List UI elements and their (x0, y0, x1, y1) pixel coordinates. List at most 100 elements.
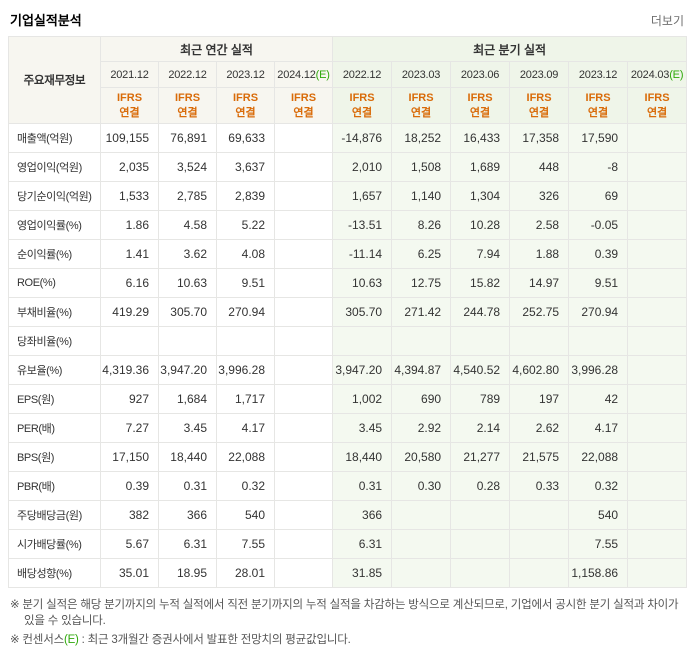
value-cell: 0.31 (332, 471, 393, 501)
estimate-flag: (E) (669, 68, 684, 81)
ifrs-standard-label: IFRS 연결 (627, 87, 688, 124)
value-cell (273, 326, 334, 356)
ifrs-standard-label: IFRS 연결 (568, 87, 629, 124)
value-cell (627, 152, 688, 182)
value-cell: 3,947.20 (158, 355, 217, 385)
value-cell: 2,035 (100, 152, 159, 182)
table-row: 배당성향(%) 35.01 18.95 28.01 31.85 1,158.86 (8, 558, 688, 588)
value-cell: 69 (568, 181, 629, 211)
table-row: ROE(%) 6.16 10.63 9.51 10.63 12.75 15.82 14.97 9… (8, 268, 688, 298)
row-label: 영업이익률(%) (8, 210, 101, 240)
value-cell: 4.17 (216, 413, 275, 443)
ifrs-standard-label: IFRS 연결 (391, 87, 452, 124)
value-cell: 0.30 (391, 471, 452, 501)
value-cell: 3,947.20 (332, 355, 393, 385)
value-cell: 10.63 (158, 268, 217, 298)
value-cell (627, 326, 688, 356)
value-cell: 1,684 (158, 384, 217, 414)
value-cell (450, 558, 511, 588)
table-row: BPS(원) 17,150 18,440 22,088 18,440 20,580 21,2… (8, 442, 688, 472)
table-row: 유보율(%) 4,319.36 3,947.20 3,996.28 3,947.20 4,… (8, 355, 688, 385)
section-header: 기업실적분석 더보기 (8, 8, 686, 36)
table-row: 영업이익률(%) 1.86 4.58 5.22 -13.51 8.26 10.28 2.58-… (8, 210, 688, 240)
value-cell: 3.45 (158, 413, 217, 443)
value-cell: 305.70 (158, 297, 217, 327)
period-header: 2024.03(E) (627, 61, 688, 88)
value-cell (627, 123, 688, 153)
value-cell (568, 326, 629, 356)
value-cell: 17,150 (100, 442, 159, 472)
value-cell (627, 413, 688, 443)
value-cell: 4,394.87 (391, 355, 452, 385)
value-cell: 1,533 (100, 181, 159, 211)
value-cell: 6.16 (100, 268, 159, 298)
value-cell: 305.70 (332, 297, 393, 327)
value-cell (391, 500, 452, 530)
footnote: ※ 분기 실적은 해당 분기까지의 누적 실적에서 직전 분기까지의 누적 실적… (10, 599, 679, 628)
period-header: 2024.12(E) (273, 61, 334, 88)
value-cell: 4.08 (216, 239, 275, 269)
row-label: ROE(%) (8, 268, 101, 298)
value-cell: 326 (509, 181, 570, 211)
table-row: 주당배당금(원) 382 366 540 366 540 (8, 500, 688, 530)
value-cell: 28.01 (216, 558, 275, 588)
value-cell (509, 529, 570, 559)
more-link[interactable]: 더보기 (650, 14, 684, 28)
value-cell: 18,440 (158, 442, 217, 472)
value-cell: 3,996.28 (216, 355, 275, 385)
value-cell: -13.51 (332, 210, 393, 240)
row-label: 유보율(%) (8, 355, 101, 385)
value-cell: 10.63 (332, 268, 393, 298)
value-cell (273, 558, 334, 588)
table-header: 주요재무정보 최근 연간 실적 최근 분기 실적 2021.12 2022.12 2023… (8, 36, 688, 124)
row-label: 당기순이익(억원) (8, 181, 101, 211)
value-cell: 5.67 (100, 529, 159, 559)
value-cell: 18,252 (391, 123, 452, 153)
value-cell: 22,088 (216, 442, 275, 472)
value-cell: 540 (216, 500, 275, 530)
value-cell (450, 326, 511, 356)
value-cell (391, 529, 452, 559)
row-label: BPS(원) (8, 442, 101, 472)
value-cell (627, 297, 688, 327)
value-cell (627, 268, 688, 298)
value-cell: 4.58 (158, 210, 217, 240)
ifrs-standard-label: IFRS 연결 (509, 87, 570, 124)
value-cell (332, 326, 393, 356)
value-cell (627, 500, 688, 530)
value-cell (273, 529, 334, 559)
footnotes: ※ 분기 실적은 해당 분기까지의 누적 실적에서 직전 분기까지의 누적 실적… (8, 597, 686, 648)
value-cell (627, 210, 688, 240)
value-cell: 197 (509, 384, 570, 414)
value-cell: 0.32 (568, 471, 629, 501)
value-cell: 14.97 (509, 268, 570, 298)
row-label: 매출액(억원) (8, 123, 101, 153)
ifrs-standard-label: IFRS 연결 (158, 87, 217, 124)
value-cell: 7.55 (216, 529, 275, 559)
value-cell: 2.92 (391, 413, 452, 443)
period-header: 2023.03 (391, 61, 452, 88)
value-cell (273, 413, 334, 443)
value-cell: 6.25 (391, 239, 452, 269)
table-row: 시가배당률(%) 5.67 6.31 7.55 6.31 7.55 (8, 529, 688, 559)
value-cell: 0.33 (509, 471, 570, 501)
value-cell: 6.31 (332, 529, 393, 559)
value-cell: 271.42 (391, 297, 452, 327)
value-cell: 690 (391, 384, 452, 414)
value-cell: 16,433 (450, 123, 511, 153)
value-cell (627, 442, 688, 472)
value-cell: 17,590 (568, 123, 629, 153)
header-ifrs-row: IFRS 연결 IFRS 연결 IFRS 연결 IFRS 연결 IFRS 연결 IFRS 연결 IFRS… (9, 87, 688, 124)
period-header: 2023.12 (216, 61, 275, 88)
value-cell (273, 210, 334, 240)
value-cell: 1,140 (391, 181, 452, 211)
ifrs-standard-label: IFRS 연결 (100, 87, 159, 124)
value-cell: 448 (509, 152, 570, 182)
period-header: 2021.12 (100, 61, 159, 88)
value-cell: 42 (568, 384, 629, 414)
period-header: 2023.06 (450, 61, 511, 88)
value-cell: 4,319.36 (100, 355, 159, 385)
value-cell: 1,158.86 (568, 558, 629, 588)
value-cell: 20,580 (391, 442, 452, 472)
value-cell: 15.82 (450, 268, 511, 298)
